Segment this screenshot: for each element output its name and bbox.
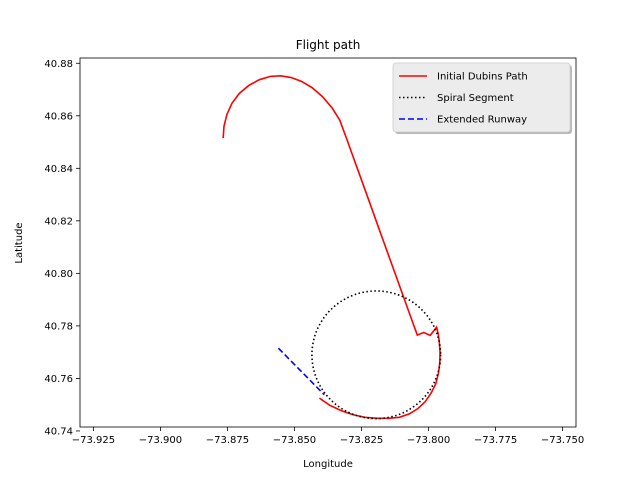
chart-title: Flight path (296, 38, 361, 52)
y-tick-label: 40.88 (44, 59, 73, 70)
y-tick-label: 40.80 (44, 269, 73, 280)
x-tick-label: −73.850 (273, 435, 316, 446)
x-tick-label: −73.775 (474, 435, 517, 446)
x-tick-label: −73.800 (407, 435, 450, 446)
y-tick-label: 40.82 (44, 216, 73, 227)
series-line-3 (277, 347, 325, 396)
x-tick-label: −73.875 (206, 435, 249, 446)
legend-label-1: Initial Dubins Path (437, 72, 528, 83)
x-tick-label: −73.925 (72, 435, 115, 446)
x-tick-label: −73.750 (541, 435, 584, 446)
legend-label-2: Spiral Segment (437, 93, 514, 104)
legend: Initial Dubins Path Spiral Segment Extende… (392, 62, 572, 134)
y-tick-label: 40.78 (44, 321, 73, 332)
series-line-1 (222, 75, 441, 420)
x-axis-ticks: −73.925 −73.900 −73.875 −73.850 −73.825 −73.8… (72, 427, 584, 446)
x-tick-label: −73.900 (139, 435, 182, 446)
y-axis-ticks: 40.74 40.76 40.78 40.80 40.82 40.84 40.86 40.88 (44, 59, 80, 437)
plot-area (222, 75, 442, 420)
legend-label-3: Extended Runway (437, 115, 527, 126)
y-tick-label: 40.84 (44, 164, 73, 175)
y-tick-label: 40.76 (44, 374, 73, 385)
axes-frame (79, 57, 577, 428)
y-tick-label: 40.86 (44, 111, 73, 122)
legend-box (392, 62, 571, 133)
y-tick-label: 40.74 (44, 426, 73, 437)
x-axis-label: Longitude (303, 459, 353, 470)
x-tick-label: −73.825 (340, 435, 383, 446)
series-line-2 (311, 290, 442, 420)
y-axis-label: Latitude (14, 222, 25, 263)
